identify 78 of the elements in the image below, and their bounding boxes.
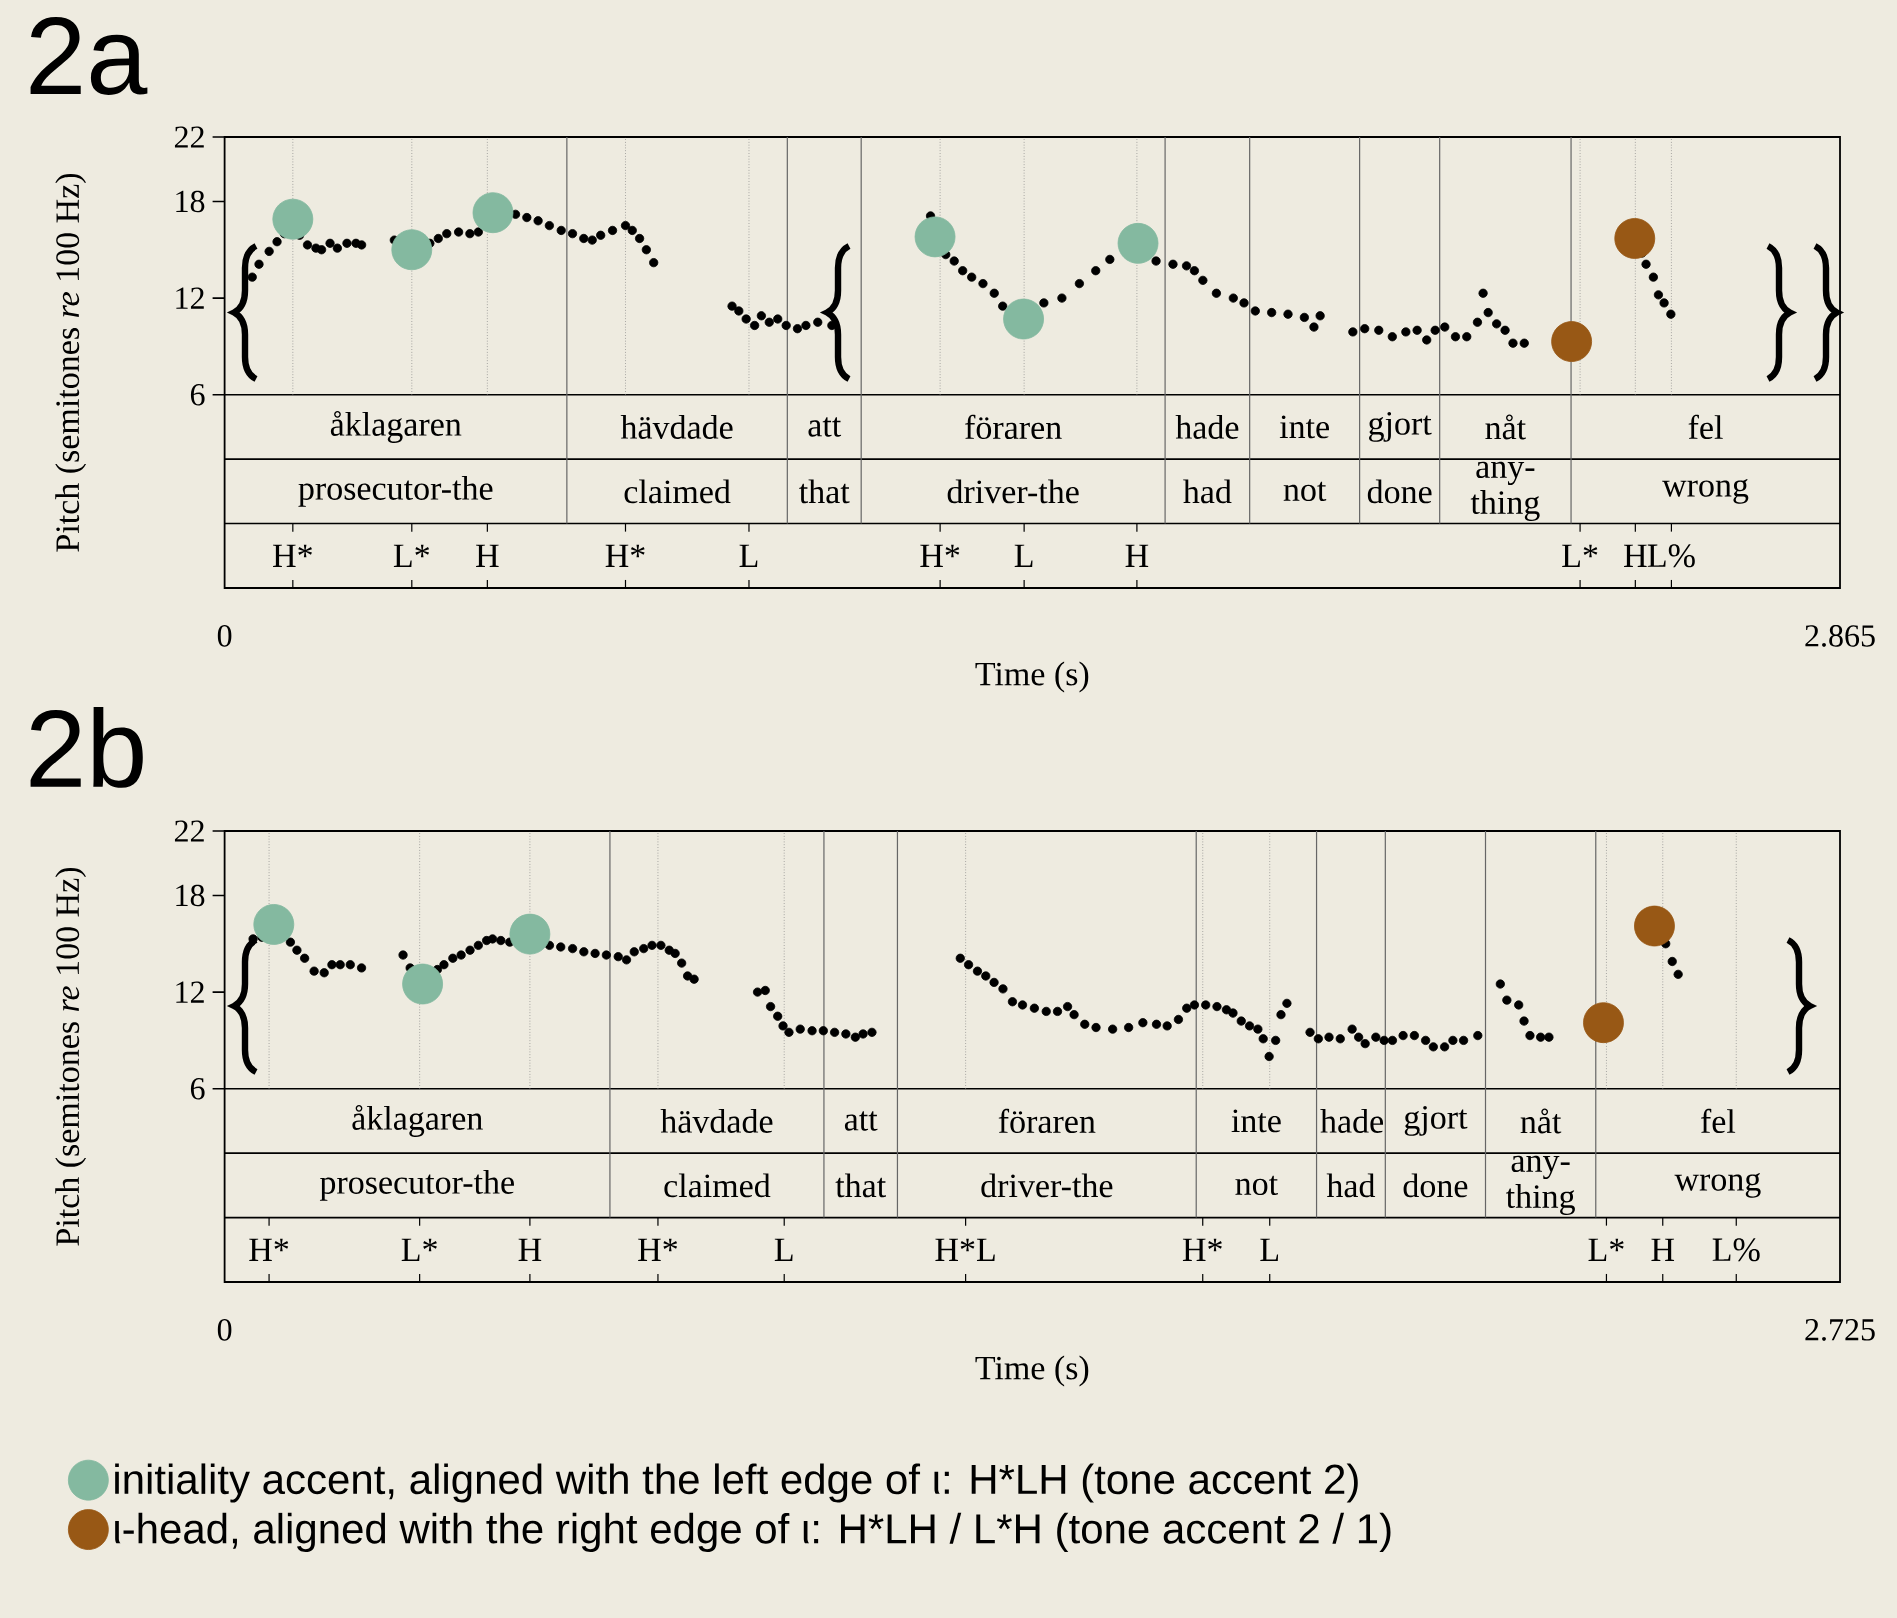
y-tick-label: 6 — [190, 383, 205, 406]
annotation: gjort — [1369, 412, 1432, 442]
annotation: any-thing — [1470, 461, 1540, 522]
x-axis-title: Time (s) — [975, 1355, 1089, 1387]
annotation: not — [1235, 1175, 1278, 1196]
x-tick-label: 0 — [217, 625, 232, 647]
annotation: åklagaren — [352, 1104, 483, 1137]
annotation: H* — [1182, 1238, 1222, 1261]
y-tick-label: 22 — [174, 126, 204, 148]
chart-title: 2b — [30, 707, 143, 788]
annotation: hävdade — [620, 414, 733, 439]
annotation: H* — [638, 1238, 678, 1261]
annotation: L — [1260, 1238, 1279, 1261]
annotation: L* — [393, 544, 430, 567]
annotation: H* — [920, 544, 960, 567]
annotation: gjort — [1404, 1106, 1468, 1136]
x-tick-label: 2.725 — [1805, 1319, 1875, 1341]
annotation: fel — [1700, 1108, 1736, 1134]
chart-title: 2a — [30, 17, 148, 95]
annotation: prosecutor-the — [298, 475, 493, 507]
annotation: nåt — [1520, 1108, 1562, 1134]
annotation: that — [835, 1173, 886, 1198]
annotation: driver-the — [947, 479, 1079, 504]
x-axis-title: Time (s) — [975, 661, 1089, 693]
annotation: not — [1283, 481, 1327, 502]
annotation: nåt — [1485, 414, 1526, 440]
legend-label: ι-head, aligned with the right edge of ι: H*LH / L*H (tone accent 2 / 1) — [115, 1512, 1391, 1552]
annotation: föraren — [965, 414, 1062, 440]
annotation: L% — [1712, 1238, 1760, 1262]
y-axis-title: Pitch (semitones re 100 Hz) — [55, 867, 87, 1246]
y-tick-label: 22 — [174, 820, 204, 842]
annotation: H — [1125, 544, 1149, 567]
x-tick-label: 0 — [217, 1319, 232, 1341]
annotation: L* — [401, 1238, 437, 1261]
annotation: that — [799, 479, 850, 504]
legend-label: initiality accent, aligned with the left edge of ι: H*LH (tone accent 2) — [115, 1463, 1358, 1503]
annotation: att — [844, 1111, 878, 1131]
annotation: any-thing — [1506, 1155, 1575, 1216]
annotation: H* — [273, 544, 312, 567]
annotation: inte — [1231, 1109, 1281, 1133]
annotation: wrong — [1662, 478, 1749, 504]
y-tick-label: 18 — [176, 884, 205, 907]
annotation: done — [1367, 479, 1432, 504]
annotation: claimed — [664, 1173, 771, 1198]
annotation: H — [1624, 544, 1647, 567]
annotation: claimed — [624, 479, 731, 504]
annotation: L — [739, 544, 758, 567]
annotation: had — [1183, 479, 1232, 504]
annotation: had — [1326, 1173, 1376, 1198]
annotation: L — [1014, 544, 1033, 567]
y-tick-label: 12 — [176, 287, 204, 309]
annotation: prosecutor-the — [319, 1169, 514, 1201]
annotation: H — [476, 544, 499, 567]
annotation: L — [774, 1238, 793, 1261]
annotation: H* — [605, 544, 645, 567]
annotation: hade — [1320, 1108, 1384, 1133]
annotation: H* — [249, 1238, 289, 1261]
annotation: inte — [1279, 415, 1329, 439]
y-tick-label: 12 — [176, 981, 204, 1003]
annotation: done — [1403, 1173, 1468, 1198]
annotation: H — [1651, 1238, 1675, 1261]
annotation: wrong — [1674, 1172, 1761, 1198]
annotation: L% — [1647, 544, 1695, 568]
annotation: hade — [1175, 414, 1239, 439]
annotation: föraren — [998, 1108, 1096, 1134]
annotation: L* — [1562, 544, 1598, 567]
annotation: H*L — [935, 1238, 995, 1261]
annotation: H — [518, 1238, 542, 1261]
annotation: fel — [1688, 414, 1723, 440]
y-tick-label: 18 — [176, 190, 205, 213]
x-tick-label: 2.865 — [1805, 625, 1875, 647]
y-tick-label: 6 — [190, 1077, 205, 1100]
annotation: att — [808, 417, 842, 437]
annotation: hävdade — [660, 1108, 773, 1133]
annotation: L* — [1588, 1238, 1624, 1261]
y-axis-title: Pitch (semitones re 100 Hz) — [55, 173, 87, 552]
annotation: driver-the — [981, 1173, 1113, 1198]
annotation: åklagaren — [330, 410, 462, 443]
